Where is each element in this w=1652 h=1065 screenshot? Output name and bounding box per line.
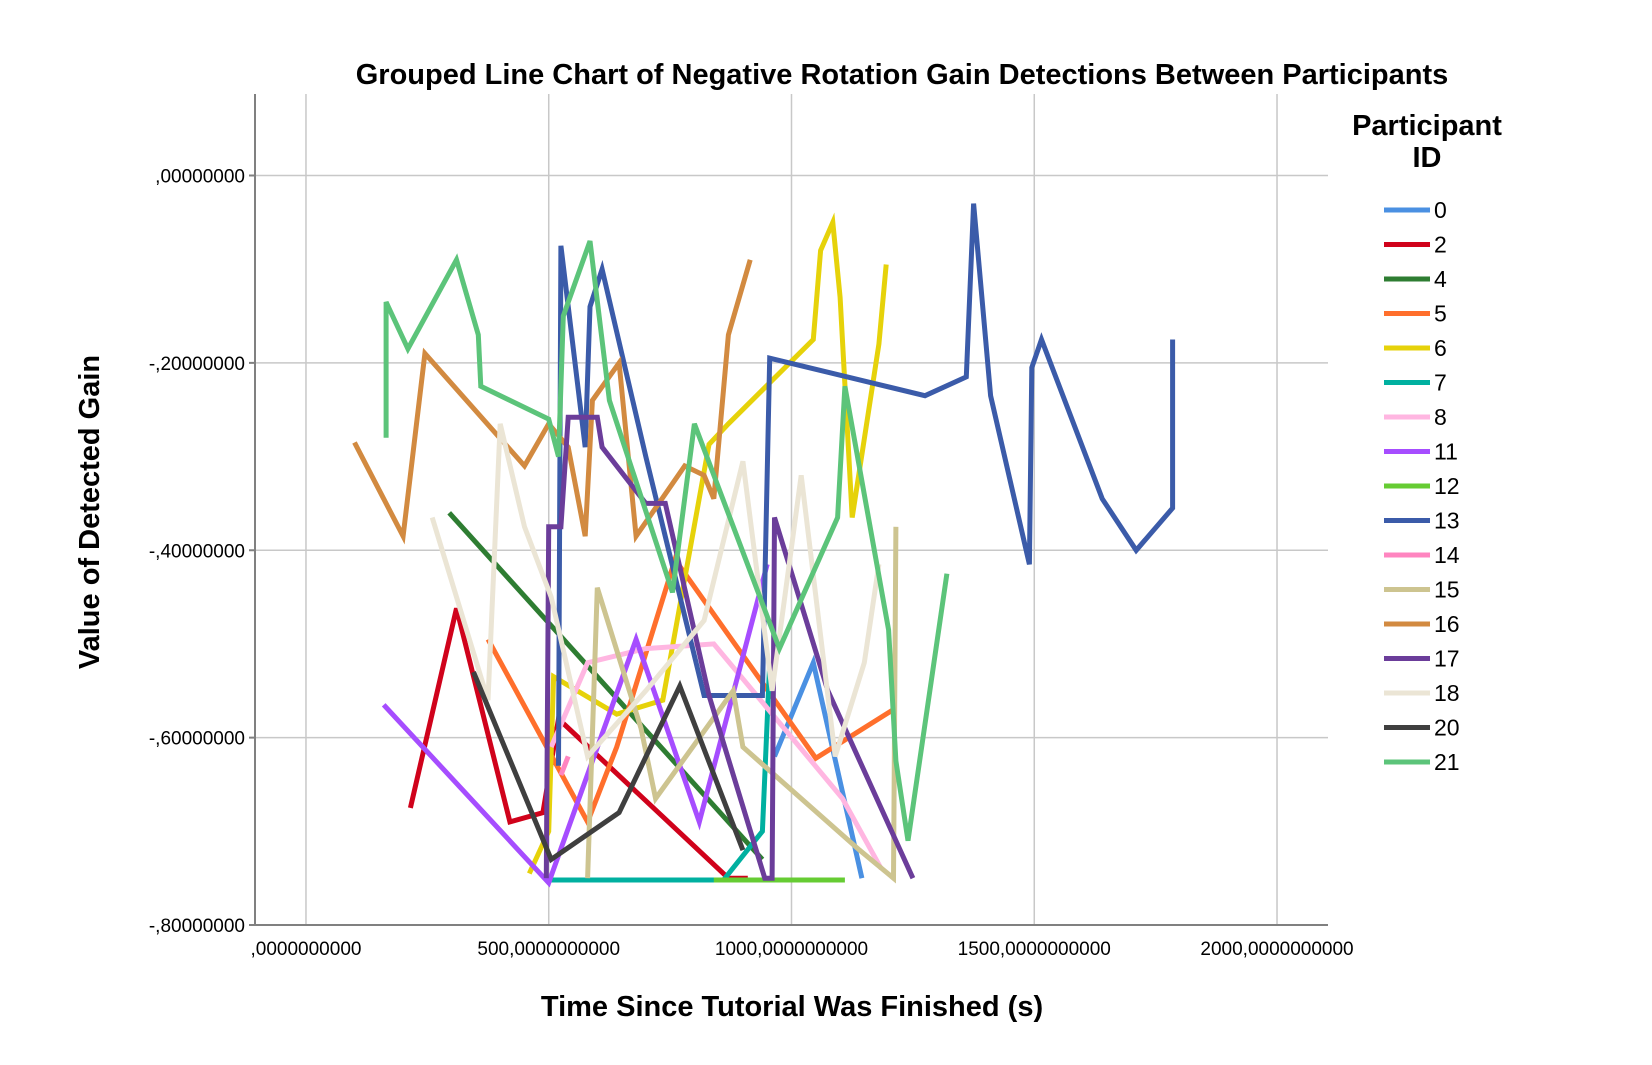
grid [255, 94, 1328, 925]
legend-label-13: 13 [1434, 508, 1460, 534]
legend-title-line-1: Participant [1352, 110, 1502, 142]
series-line-20 [471, 671, 746, 864]
x-tick-label: 500,0000000000 [477, 939, 620, 960]
legend-label-0: 0 [1434, 197, 1447, 223]
legend-label-4: 4 [1434, 266, 1447, 292]
y-tick-label: -,80000000 [149, 916, 245, 937]
series-line-15 [585, 526, 899, 884]
series-line-16 [352, 259, 753, 545]
x-tick-label: 2000,0000000000 [1200, 939, 1353, 960]
series-line-21 [383, 240, 950, 842]
y-tick-label: -,60000000 [149, 729, 245, 750]
y-tick-label: ,00000000 [155, 167, 245, 188]
legend-label-12: 12 [1434, 473, 1460, 499]
y-axis-title: Value of Detected Gain [74, 355, 106, 669]
legend-title-line-2: ID [1413, 142, 1442, 174]
series-line-4 [447, 511, 765, 862]
legend-label-8: 8 [1434, 404, 1447, 430]
axes [249, 94, 1328, 926]
x-tick-labels: ,0000000000 500,0000000000 1000,0000000000… [251, 939, 1354, 960]
series-line-17 [543, 414, 916, 881]
x-tick-label: ,0000000000 [251, 939, 362, 960]
legend-label-16: 16 [1434, 611, 1460, 637]
series-line-13 [556, 203, 1176, 766]
chart-title: Grouped Line Chart of Negative Rotation … [356, 59, 1449, 91]
legend-label-20: 20 [1434, 715, 1460, 741]
legend-label-15: 15 [1434, 577, 1460, 603]
y-tick-label: -,40000000 [149, 541, 245, 562]
series-line-7 [551, 662, 773, 883]
legend-label-5: 5 [1434, 301, 1447, 327]
legend-label-21: 21 [1434, 749, 1460, 775]
x-axis-title: Time Since Tutorial Was Finished (s) [541, 991, 1043, 1023]
series-layer [352, 203, 1176, 888]
series-line-6 [527, 212, 889, 875]
legend-label-18: 18 [1434, 680, 1460, 706]
legend-label-7: 7 [1434, 370, 1447, 396]
legend-items: 0 2 4 5 6 7 8 11 12 13 14 15 16 17 18 20 21 [1384, 197, 1460, 775]
legend-label-6: 6 [1434, 335, 1447, 361]
y-tick-labels: ,00000000 -,20000000 -,40000000 -,60000000 -… [149, 167, 245, 937]
x-tick-label: 1500,0000000000 [958, 939, 1111, 960]
legend-label-14: 14 [1434, 542, 1460, 568]
legend: Participant ID 0 2 4 5 6 7 8 11 12 13 14 15 16 17 18 20… [1352, 110, 1502, 775]
series-line-18 [429, 423, 882, 762]
x-tick-label: 1000,0000000000 [715, 939, 868, 960]
series-line-5 [485, 554, 895, 828]
series-line-14 [558, 755, 571, 777]
legend-label-11: 11 [1434, 439, 1458, 465]
legend-label-2: 2 [1434, 232, 1447, 258]
y-tick-label: -,20000000 [149, 354, 245, 375]
legend-label-17: 17 [1434, 646, 1460, 672]
